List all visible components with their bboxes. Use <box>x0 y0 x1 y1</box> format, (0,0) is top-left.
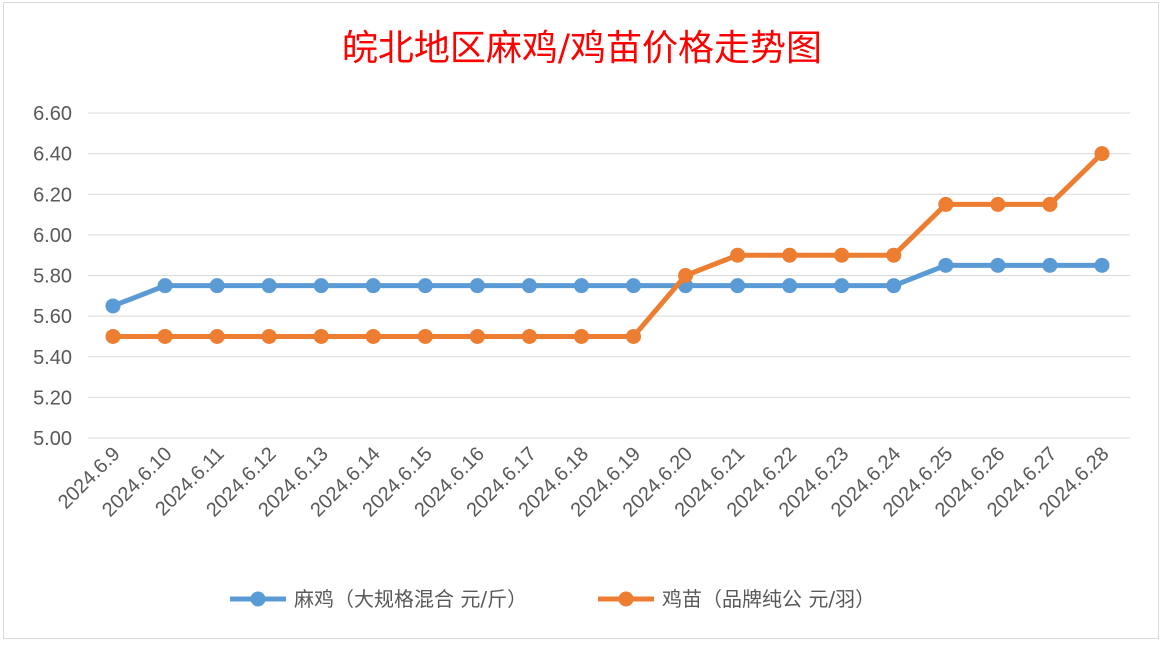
data-point <box>782 278 798 294</box>
data-point <box>886 278 902 294</box>
data-point <box>105 328 121 344</box>
data-point <box>990 196 1006 212</box>
y-tick-label: 6.60 <box>33 103 72 125</box>
series-line <box>110 151 1105 339</box>
data-point <box>573 328 589 344</box>
data-point <box>938 257 954 273</box>
series-line <box>110 262 1105 309</box>
series-1 <box>105 257 1110 314</box>
data-point <box>834 247 850 263</box>
legend-label: 麻鸡（大规格混合 元/斤） <box>294 587 527 611</box>
legend-swatch-marker <box>250 591 266 607</box>
data-point <box>938 196 954 212</box>
data-point <box>834 278 850 294</box>
data-point <box>626 328 641 344</box>
data-point <box>990 257 1006 273</box>
data-point <box>573 278 589 294</box>
y-tick-label: 6.00 <box>33 225 72 247</box>
y-tick-label: 6.20 <box>33 184 72 206</box>
data-point <box>417 328 433 344</box>
data-point <box>1042 257 1058 273</box>
data-point <box>626 278 641 294</box>
data-point <box>261 278 277 294</box>
data-point <box>1094 146 1110 162</box>
gridlines <box>88 112 1130 439</box>
data-point <box>209 328 225 344</box>
data-point <box>521 278 537 294</box>
data-point <box>417 278 433 294</box>
series-2 <box>105 146 1110 344</box>
y-tick-label: 5.60 <box>33 306 72 328</box>
data-point <box>365 328 381 344</box>
data-point <box>730 247 746 263</box>
legend-swatch-marker <box>618 591 634 607</box>
data-point <box>782 247 798 263</box>
data-point <box>469 278 485 294</box>
chart-frame <box>3 2 1159 639</box>
x-axis-ticks: 2024.6.92024.6.102024.6.112024.6.122024.… <box>54 443 1114 521</box>
data-point <box>313 278 329 294</box>
legend-label: 鸡苗（品牌纯公 元/羽） <box>662 587 875 611</box>
data-point <box>1094 257 1110 273</box>
y-tick-label: 5.80 <box>33 266 72 288</box>
data-point <box>678 268 694 283</box>
chart-title: 皖北地区麻鸡/鸡苗价格走势图 <box>342 28 822 69</box>
y-tick-label: 5.40 <box>33 347 72 369</box>
data-point <box>1042 196 1058 212</box>
data-point <box>313 328 329 344</box>
data-point <box>469 328 485 344</box>
data-point <box>209 278 225 294</box>
y-axis-ticks: 5.00 5.20 5.40 5.60 5.80 6.00 6.20 6.40 6.60 <box>33 103 72 450</box>
data-point <box>886 247 902 263</box>
data-point <box>157 328 173 344</box>
legend: 麻鸡（大规格混合 元/斤） 鸡苗（品牌纯公 元/羽） <box>230 587 875 611</box>
data-point <box>365 278 381 294</box>
data-point <box>157 278 173 294</box>
data-point <box>261 328 277 344</box>
legend-item: 麻鸡（大规格混合 元/斤） <box>230 587 527 611</box>
y-tick-label: 5.20 <box>33 387 72 409</box>
data-point <box>105 298 121 314</box>
y-tick-label: 5.00 <box>33 428 72 450</box>
data-point <box>521 328 537 344</box>
legend-item: 鸡苗（品牌纯公 元/羽） <box>598 587 875 611</box>
series <box>105 146 1110 344</box>
y-tick-label: 6.40 <box>33 144 72 166</box>
data-point <box>730 278 746 294</box>
